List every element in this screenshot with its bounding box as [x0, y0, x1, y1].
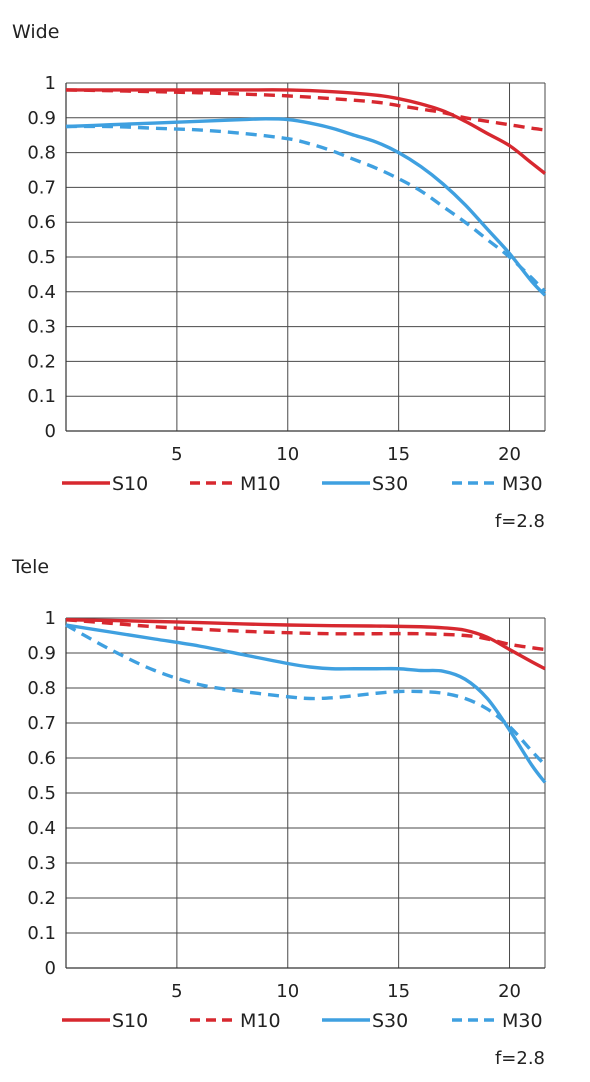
legend-label-m30: M30	[502, 473, 543, 495]
series-line-m30	[65, 124, 547, 293]
series-line-m10	[65, 618, 546, 652]
x-tick-label: 20	[498, 444, 521, 465]
legend-label-s10: S10	[112, 473, 148, 495]
y-tick-label: 0.1	[27, 386, 56, 407]
series-line-s10	[65, 618, 546, 671]
y-tick-label: 0.3	[27, 317, 56, 338]
y-tick-label: 0.3	[27, 853, 56, 874]
x-tick-label: 10	[276, 981, 299, 1002]
y-tick-label: 0.5	[27, 247, 56, 268]
y-tick-label: 0.7	[27, 177, 56, 198]
series-line-s30	[65, 623, 547, 784]
y-tick-label: 1	[45, 73, 56, 94]
series-line-s10	[65, 88, 547, 175]
y-tick-label: 0.7	[27, 713, 56, 734]
x-tick-label: 5	[171, 444, 182, 465]
series-line-m10	[65, 88, 546, 132]
y-tick-label: 0.6	[27, 748, 56, 769]
legend-label-m10: M10	[240, 1010, 281, 1032]
y-tick-label: 0.8	[27, 143, 56, 164]
chart-title: Wide	[12, 21, 59, 43]
legend-label-m10: M10	[240, 473, 281, 495]
x-tick-label: 5	[171, 981, 182, 1002]
y-tick-label: 0.9	[27, 643, 56, 664]
aperture-label: f=2.8	[495, 511, 545, 532]
y-tick-label: 0.1	[27, 923, 56, 944]
y-tick-label: 0.8	[27, 678, 56, 699]
y-tick-label: 0.9	[27, 108, 56, 129]
series-line-m30	[65, 623, 547, 767]
y-tick-label: 0	[45, 421, 56, 442]
y-tick-label: 0	[45, 958, 56, 979]
y-tick-label: 0.6	[27, 212, 56, 233]
series-line-s30	[65, 117, 547, 297]
legend-label-m30: M30	[502, 1010, 543, 1032]
legend-label-s30: S30	[372, 473, 408, 495]
y-tick-label: 1	[45, 608, 56, 629]
legend-label-s10: S10	[112, 1010, 148, 1032]
y-tick-label: 0.2	[27, 351, 56, 372]
y-tick-label: 0.4	[27, 282, 56, 303]
chart-title: Tele	[11, 556, 49, 578]
legend-label-s30: S30	[372, 1010, 408, 1032]
x-tick-label: 10	[276, 444, 299, 465]
y-tick-label: 0.5	[27, 783, 56, 804]
x-tick-label: 15	[387, 444, 410, 465]
y-tick-label: 0.2	[27, 888, 56, 909]
x-tick-label: 15	[387, 981, 410, 1002]
y-tick-label: 0.4	[27, 818, 56, 839]
aperture-label: f=2.8	[495, 1048, 545, 1069]
x-tick-label: 20	[498, 981, 521, 1002]
